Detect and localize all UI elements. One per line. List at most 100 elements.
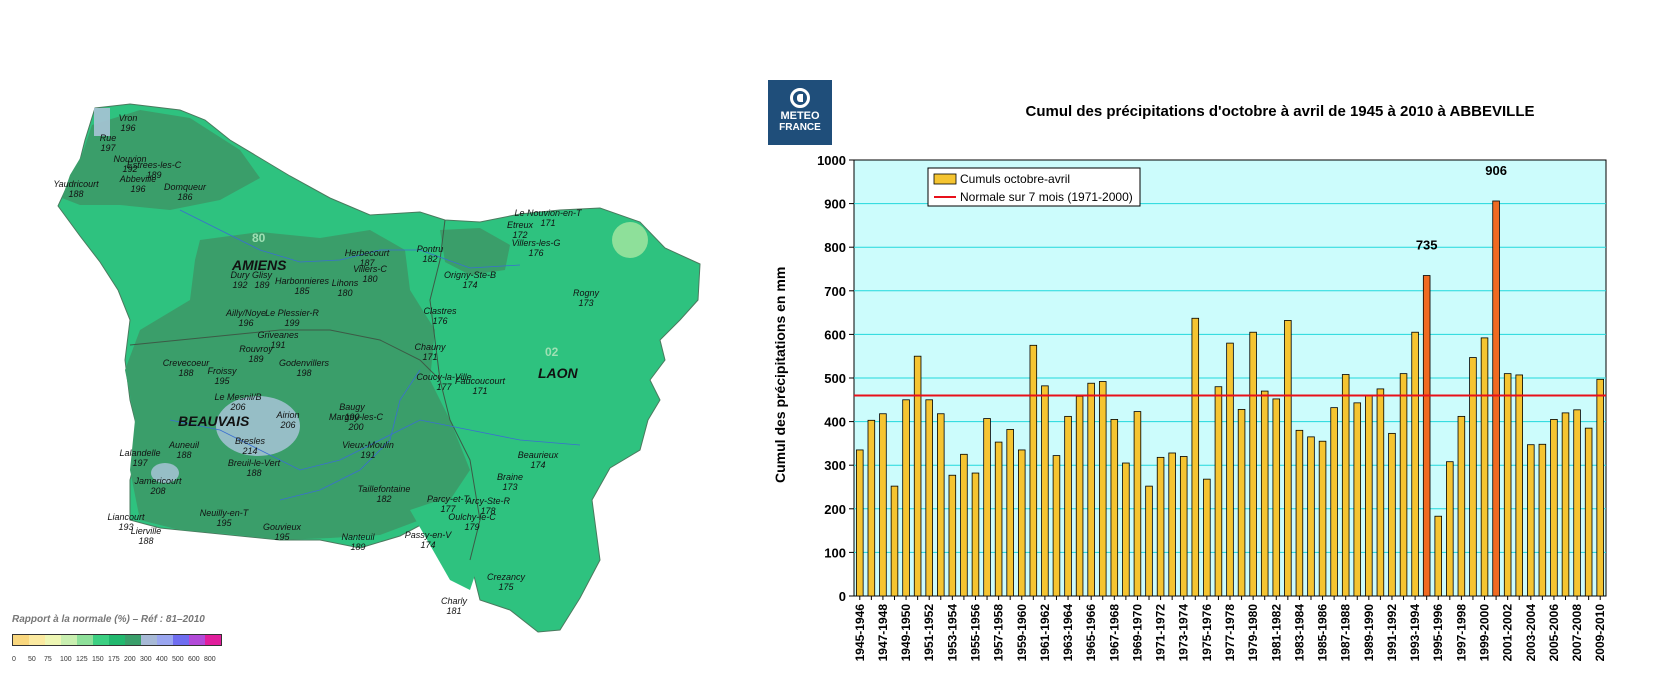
place-name: Braine bbox=[497, 472, 523, 482]
place-value: 189 bbox=[146, 170, 161, 180]
place-name: Yaudricourt bbox=[53, 179, 99, 189]
x-tick-label: 1945-1946 bbox=[853, 604, 867, 662]
scale-tick-label: 400 bbox=[156, 656, 168, 663]
y-tick-label: 600 bbox=[824, 327, 846, 342]
bar-1964-1965 bbox=[1075, 395, 1084, 597]
place-value: 188 bbox=[178, 368, 193, 378]
bar-2000-2001 bbox=[1492, 200, 1500, 597]
place-value: 197 bbox=[100, 143, 116, 153]
bar-1956-1957 bbox=[983, 418, 991, 597]
scale-color-swatch bbox=[173, 635, 189, 645]
place-name: Rouvroy bbox=[239, 344, 273, 354]
bar-1951-1952 bbox=[925, 399, 933, 597]
bar-1970-1971 bbox=[1145, 485, 1153, 597]
bar-1952-1953 bbox=[937, 413, 945, 597]
river bbox=[169, 419, 581, 471]
map-light-zone-south bbox=[410, 500, 480, 590]
scale-color-swatch bbox=[29, 635, 45, 645]
bar-1983-1984 bbox=[1295, 429, 1304, 597]
x-tick-label: 1951-1952 bbox=[922, 604, 936, 662]
x-tick-label: 1987-1988 bbox=[1339, 604, 1353, 662]
bar-1955-1956 bbox=[971, 472, 980, 597]
place-name: Clastres bbox=[423, 306, 457, 316]
y-tick-label: 400 bbox=[824, 415, 846, 430]
place-name: Godenvillers bbox=[279, 358, 330, 368]
chart-title: Cumul des précipitations d'octobre à avr… bbox=[1025, 103, 1535, 120]
place-name: Herbecourt bbox=[345, 248, 390, 258]
x-tick-label: 1955-1956 bbox=[968, 604, 982, 662]
place-name: Gouvieux bbox=[263, 522, 302, 532]
x-tick-label: 1991-1992 bbox=[1385, 604, 1399, 662]
place-name: Airion bbox=[275, 410, 299, 420]
place-name: Estrees-les-C bbox=[127, 160, 182, 170]
place-value: 196 bbox=[238, 318, 253, 328]
place-value: 191 bbox=[270, 340, 285, 350]
place-name: Lihons bbox=[332, 278, 359, 288]
place-value: 208 bbox=[149, 486, 165, 496]
place-name: Auneuil bbox=[168, 440, 200, 450]
legend-label-bars: Cumuls octobre-avril bbox=[960, 172, 1070, 186]
place-value: 206 bbox=[229, 402, 245, 412]
logo-mark-icon bbox=[790, 88, 810, 108]
place-name: Jamericourt bbox=[133, 476, 182, 486]
y-tick-label: 900 bbox=[824, 197, 846, 212]
bar-1997-1998 bbox=[1457, 415, 1466, 597]
x-tick-label: 2003-2004 bbox=[1524, 604, 1538, 662]
place-value: 188 bbox=[68, 189, 83, 199]
x-tick-label: 1965-1966 bbox=[1084, 604, 1098, 662]
x-tick-label: 1969-1970 bbox=[1130, 604, 1144, 662]
logo-line2: FRANCE bbox=[779, 122, 821, 133]
place-value: 180 bbox=[337, 288, 352, 298]
x-tick-label: 1961-1962 bbox=[1038, 604, 1052, 662]
place-value: 176 bbox=[432, 316, 447, 326]
bar-1945-1946 bbox=[856, 449, 864, 597]
bar-1958-1959 bbox=[1006, 429, 1014, 597]
place-value: 190 bbox=[344, 412, 359, 422]
x-tick-label: 1983-1984 bbox=[1292, 604, 1306, 662]
bar-1950-1951 bbox=[913, 355, 922, 597]
x-tick-label: 1953-1954 bbox=[945, 604, 959, 662]
place-value: 182 bbox=[376, 494, 391, 504]
place-value: 197 bbox=[132, 458, 148, 468]
place-name: Rogny bbox=[573, 288, 600, 298]
place-name: Nouvion bbox=[113, 154, 146, 164]
bar-1978-1979 bbox=[1237, 408, 1246, 597]
precipitation-ratio-map: AMIENS BEAUVAIS LAON 80 02 Vron196Rue197… bbox=[53, 103, 701, 633]
scale-color-swatch bbox=[205, 635, 221, 645]
bar-1946-1947 bbox=[867, 419, 876, 597]
place-name: Griveanes bbox=[257, 330, 299, 340]
bar-1969-1970 bbox=[1133, 411, 1142, 597]
x-tick-label: 1993-1994 bbox=[1408, 604, 1422, 662]
bar-1966-1967 bbox=[1098, 381, 1107, 597]
x-tick-label: 2001-2002 bbox=[1501, 604, 1515, 662]
region-label-beauvais: BEAUVAIS bbox=[178, 413, 250, 429]
place-value: 214 bbox=[241, 446, 257, 456]
place-value: 195 bbox=[274, 532, 290, 542]
place-name: Passy-en-V bbox=[405, 530, 453, 540]
place-value: 174 bbox=[462, 280, 477, 290]
x-tick-label: 1947-1948 bbox=[876, 604, 890, 662]
place-name: Harbonnieres bbox=[275, 276, 330, 286]
place-name: Margny-les-C bbox=[329, 412, 384, 422]
place-value: 189 bbox=[254, 280, 269, 290]
place-value: 175 bbox=[498, 582, 514, 592]
x-tick-label: 1985-1986 bbox=[1316, 604, 1330, 662]
scale-tick-label: 600 bbox=[188, 656, 200, 663]
x-tick-label: 1949-1950 bbox=[899, 604, 913, 662]
y-tick-label: 1000 bbox=[817, 153, 846, 168]
bar-1954-1955 bbox=[960, 453, 968, 597]
place-value: 171 bbox=[422, 352, 437, 362]
